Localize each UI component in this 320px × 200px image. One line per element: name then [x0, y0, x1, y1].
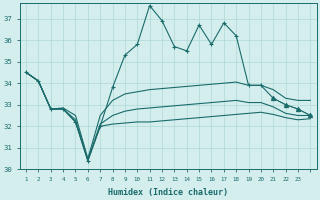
X-axis label: Humidex (Indice chaleur): Humidex (Indice chaleur): [108, 188, 228, 197]
